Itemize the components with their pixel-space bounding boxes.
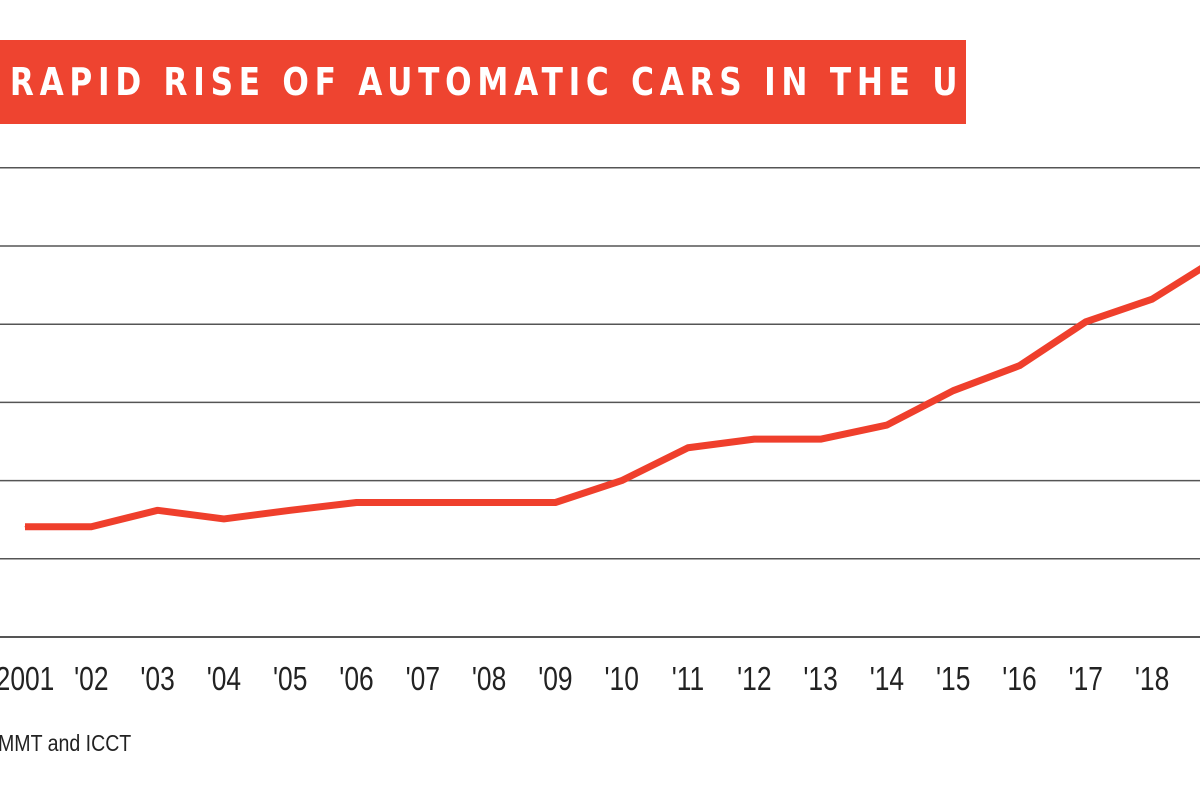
data-point xyxy=(90,526,92,528)
x-tick-label: '09 xyxy=(538,661,572,697)
data-point xyxy=(289,509,291,511)
x-tick-label: '10 xyxy=(605,661,639,697)
data-point xyxy=(488,501,490,503)
data-point xyxy=(24,526,26,528)
data-point xyxy=(952,390,954,392)
x-tick-label: '11 xyxy=(672,661,704,697)
data-point xyxy=(157,509,159,511)
x-tick-label: '02 xyxy=(74,661,108,697)
x-tick-label: '14 xyxy=(870,661,904,697)
x-tick-label: '04 xyxy=(207,661,241,697)
data-point xyxy=(753,438,755,440)
data-point xyxy=(687,447,689,449)
x-tick-label: '05 xyxy=(273,661,307,697)
x-tick-label: '13 xyxy=(803,661,837,697)
x-tick-label: 2001 xyxy=(0,661,54,697)
series-line xyxy=(25,265,1200,531)
x-tick-label: '03 xyxy=(140,661,174,697)
data-point xyxy=(621,480,623,482)
source-note: MMT and ICCT xyxy=(0,730,132,756)
data-point xyxy=(554,501,556,503)
data-point xyxy=(1151,298,1153,300)
data-point xyxy=(820,438,822,440)
title-bar: RAPID RISE OF AUTOMATIC CARS IN THE UK xyxy=(0,40,987,124)
data-point xyxy=(886,424,888,426)
x-tick-label: '07 xyxy=(406,661,440,697)
x-tick-label: '17 xyxy=(1069,661,1103,697)
x-tick-label: '12 xyxy=(737,661,771,697)
x-tick-label: '15 xyxy=(936,661,970,697)
x-tick-label: '08 xyxy=(472,661,506,697)
data-point xyxy=(422,501,424,503)
chart-title: RAPID RISE OF AUTOMATIC CARS IN THE UK xyxy=(9,60,994,104)
x-tick-label: '06 xyxy=(339,661,373,697)
data-point xyxy=(1019,365,1020,367)
data-point xyxy=(356,501,357,503)
data-point xyxy=(1085,321,1087,323)
x-tick-label: '18 xyxy=(1135,661,1169,697)
data-point xyxy=(223,518,225,520)
x-tick-label: '16 xyxy=(1002,661,1036,697)
